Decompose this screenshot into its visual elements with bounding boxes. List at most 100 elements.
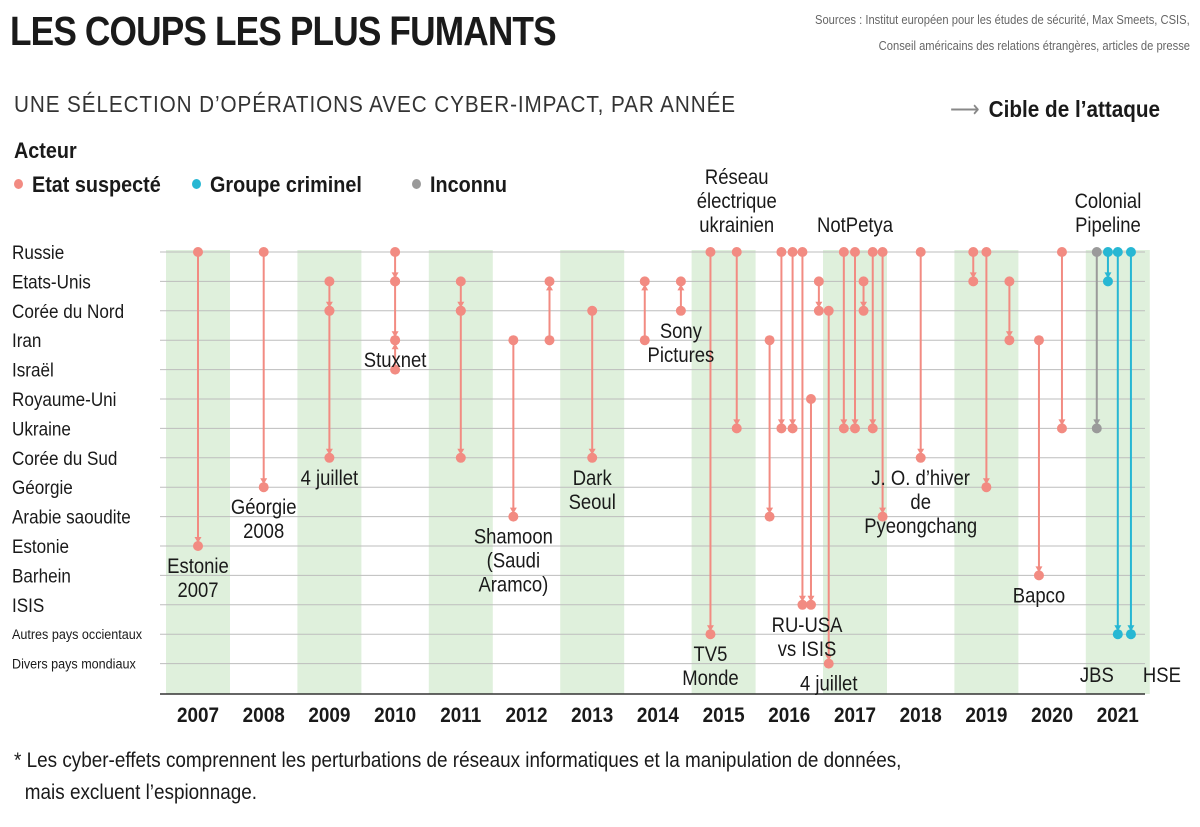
- country-label: Ukraine: [12, 419, 71, 440]
- year-tick-label: 2009: [308, 704, 350, 727]
- operation-origin-dot: [867, 247, 878, 257]
- operation-origin-dot: [813, 276, 824, 287]
- operation-origin-dot: [915, 247, 926, 257]
- operation-target-dot: [968, 276, 979, 287]
- legend-label: Etat suspecté: [32, 172, 161, 197]
- country-label: Autres pays occientaux: [12, 627, 142, 643]
- operation-origin-dot: [324, 305, 335, 316]
- sources-line-1: Sources : Institut européen pour les étu…: [815, 12, 1190, 27]
- year-tick-label: 2010: [374, 704, 416, 727]
- operation-target-dot: [877, 511, 888, 522]
- legend-label: Groupe criminel: [210, 172, 362, 197]
- country-label: Iran: [12, 330, 41, 351]
- operation-target-dot: [1091, 423, 1102, 434]
- operation-origin-dot: [455, 276, 466, 287]
- legend-dot-icon: [14, 179, 23, 190]
- annotation-label: 2007: [177, 579, 218, 602]
- annotation-label: de: [910, 491, 931, 514]
- annotation-label: électrique: [697, 190, 777, 213]
- legend-item-state: Etat suspecté: [14, 172, 161, 198]
- annotation-label: (Saudi: [487, 550, 540, 573]
- year-tick-label: 2014: [637, 704, 679, 727]
- operation-arrowhead: [391, 343, 399, 350]
- operation-arrowhead: [789, 419, 797, 426]
- operation-arrowhead: [969, 272, 977, 279]
- operation-origin-dot: [587, 305, 598, 316]
- sources-line-2: Conseil américains des relations étrangè…: [878, 38, 1190, 53]
- operation-target-dot: [776, 423, 787, 434]
- operation-arrowhead: [325, 301, 333, 308]
- operation-arrowhead: [1093, 419, 1101, 426]
- legend-item-unknown: Inconnu: [412, 172, 507, 198]
- annotation-label: vs ISIS: [778, 638, 836, 661]
- footnote-line-1: * Les cyber-effets comprennent les pertu…: [14, 749, 902, 772]
- operation-arrowhead: [706, 625, 714, 632]
- operation-origin-dot: [1112, 247, 1123, 257]
- operation-target-dot: [675, 276, 686, 287]
- operation-target-dot: [787, 423, 798, 434]
- operation-arrowhead: [869, 419, 877, 426]
- operation-arrowhead: [325, 448, 333, 455]
- operation-origin-dot: [324, 276, 335, 287]
- operation-arrowhead: [1005, 331, 1013, 338]
- annotation-label: Pipeline: [1075, 214, 1141, 237]
- annotation-label: Pictures: [648, 344, 715, 367]
- operation-arrowhead: [982, 478, 990, 485]
- country-label: Corée du Nord: [12, 301, 124, 322]
- operation-arrowhead: [641, 284, 649, 291]
- operation-arrowhead: [457, 301, 465, 308]
- operation-origin-dot: [508, 335, 519, 346]
- operation-origin-dot: [193, 247, 203, 257]
- operation-target-dot: [823, 658, 834, 669]
- annotation-label: Shamoon: [474, 526, 553, 549]
- operation-arrowhead: [391, 331, 399, 338]
- operation-target-dot: [390, 335, 401, 346]
- country-label: Royaume-Uni: [12, 389, 116, 410]
- footnote: * Les cyber-effets comprennent les pertu…: [14, 745, 1004, 809]
- operation-target-dot: [838, 423, 849, 434]
- annotation-label: Bapco: [1013, 584, 1065, 607]
- annotation-label: Colonial: [1075, 190, 1142, 213]
- operation-arrowhead: [457, 448, 465, 455]
- annotation-label: Réseau: [705, 166, 769, 189]
- legend-dot-icon: [192, 179, 201, 190]
- operation-target-dot: [1033, 570, 1044, 581]
- operation-origin-dot: [850, 247, 860, 257]
- operation-target-dot: [324, 452, 335, 463]
- annotation-label: Seoul: [569, 491, 616, 514]
- operation-target-dot: [705, 629, 716, 640]
- operation-origin-dot: [455, 305, 466, 316]
- operation-origin-dot: [1004, 276, 1015, 287]
- operation-arrowhead: [860, 301, 868, 308]
- operation-target-dot: [858, 305, 869, 316]
- operation-target-dot: [508, 511, 519, 522]
- operation-arrowhead: [766, 507, 774, 514]
- country-label: Corée du Sud: [12, 448, 117, 469]
- operation-origin-dot: [390, 276, 401, 287]
- operation-origin-dot: [838, 247, 849, 257]
- operation-arrowhead: [588, 448, 596, 455]
- operation-target-dot: [867, 423, 878, 434]
- year-tick-label: 2015: [703, 704, 745, 727]
- operation-origin-dot: [858, 276, 869, 287]
- operation-arrowhead: [840, 419, 848, 426]
- annotation-label: J. O. d’hiver: [871, 467, 970, 490]
- operation-origin-dot: [390, 247, 401, 257]
- operation-origin-dot: [675, 305, 686, 316]
- annotation-label: Pyeongchang: [864, 515, 977, 538]
- operation-arrowhead: [1127, 625, 1135, 632]
- operation-origin-dot: [705, 247, 716, 257]
- legend-label: Inconnu: [430, 172, 507, 197]
- country-label: Etats-Unis: [12, 272, 91, 293]
- operation-origin-dot: [968, 247, 979, 257]
- annotation-label: Estonie: [167, 555, 229, 578]
- operation-target-dot: [587, 452, 598, 463]
- operation-origin-dot: [805, 394, 816, 404]
- operation-arrowhead: [1104, 272, 1112, 279]
- operation-origin-dot: [797, 247, 808, 257]
- actor-legend-title: Acteur: [14, 138, 77, 163]
- year-tick-label: 2018: [900, 704, 942, 727]
- country-label: Géorgie: [12, 477, 73, 498]
- operation-arrowhead: [260, 478, 268, 485]
- operation-origin-dot: [390, 364, 401, 375]
